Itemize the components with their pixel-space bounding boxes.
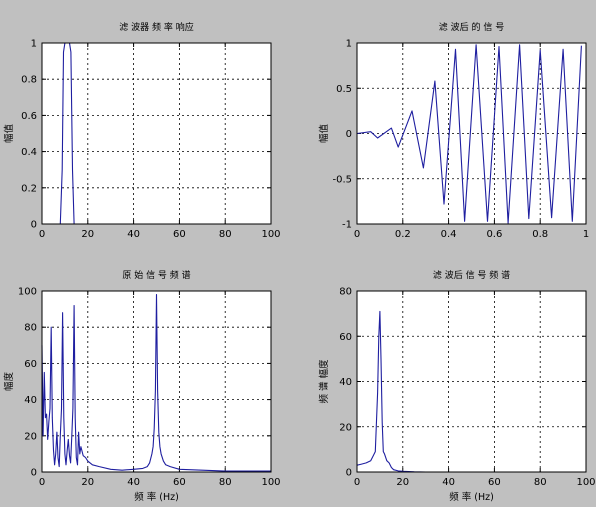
y-axis-label: 频 谱 幅度 bbox=[318, 359, 330, 404]
x-tick-label: 0 bbox=[39, 477, 45, 488]
axes-frame bbox=[356, 42, 587, 225]
x-tick-label: 1 bbox=[583, 229, 589, 240]
x-tick-label: 0.4 bbox=[441, 229, 457, 240]
chart-title: 滤 波后 信 号 频 谱 bbox=[433, 269, 510, 281]
x-tick-label: 100 bbox=[261, 477, 280, 488]
x-tick-label: 20 bbox=[396, 477, 409, 488]
y-tick-label: 100 bbox=[18, 287, 37, 298]
y-tick-label: 0 bbox=[346, 468, 352, 479]
y-tick-label: 0.2 bbox=[21, 183, 37, 194]
y-tick-label: 0 bbox=[346, 129, 352, 140]
x-tick-label: 80 bbox=[534, 477, 547, 488]
y-axis-label: 幅值 bbox=[3, 124, 15, 144]
y-tick-label: 0 bbox=[31, 468, 37, 479]
chart-title: 滤 波器 频 率 响应 bbox=[119, 21, 193, 33]
x-axis-label: 频 率 (Hz) bbox=[134, 491, 179, 503]
axes-frame bbox=[356, 290, 587, 473]
filtered-signal-axes: 0 0.2 0.4 0.6 0.8 1 -1 -0.5 0 0.5 1 滤 波后 的 信 号幅值 bbox=[318, 21, 589, 240]
x-tick-label: 80 bbox=[219, 477, 232, 488]
y-axis-label: 幅度 bbox=[3, 372, 15, 392]
chart-title: 原 始 信 号 频 谱 bbox=[122, 269, 190, 281]
y-tick-label: 0.4 bbox=[21, 147, 37, 158]
x-tick-label: 0.8 bbox=[532, 229, 548, 240]
x-tick-label: 0 bbox=[354, 229, 360, 240]
y-tick-label: 0.8 bbox=[21, 75, 37, 86]
axes-background bbox=[42, 43, 271, 224]
y-tick-label: 1 bbox=[31, 39, 37, 50]
x-tick-label: 0.2 bbox=[395, 229, 411, 240]
y-tick-label: 1 bbox=[346, 39, 352, 50]
y-tick-label: 0 bbox=[31, 220, 37, 231]
data-line bbox=[41, 294, 271, 472]
x-tick-label: 100 bbox=[261, 229, 280, 240]
y-axis-label: 幅值 bbox=[318, 124, 330, 144]
axes-frame bbox=[41, 42, 272, 225]
y-tick-label: 0.5 bbox=[336, 84, 352, 95]
x-tick-label: 80 bbox=[219, 229, 232, 240]
y-tick-label: 40 bbox=[339, 377, 352, 388]
data-line bbox=[356, 310, 586, 473]
axes-background bbox=[357, 43, 586, 224]
x-tick-label: 20 bbox=[81, 229, 94, 240]
original-spectrum-axes: 0 20 40 60 80 100 0 20 40 60 80 100 原 始 信 号 频 谱频 率 (… bbox=[3, 269, 281, 503]
x-tick-label: 40 bbox=[127, 229, 140, 240]
y-tick-label: 20 bbox=[24, 431, 37, 442]
x-tick-label: 0.6 bbox=[486, 229, 502, 240]
filtered-spectrum-axes: 0 20 40 60 80 100 0 20 40 60 80 滤 波后 信 号 频 谱频 率 (Hz… bbox=[318, 269, 596, 503]
y-tick-label: 80 bbox=[24, 323, 37, 334]
x-tick-label: 0 bbox=[39, 229, 45, 240]
data-line bbox=[356, 44, 582, 224]
axes-background bbox=[357, 291, 586, 472]
x-tick-label: 60 bbox=[488, 477, 501, 488]
y-tick-label: -0.5 bbox=[332, 174, 352, 185]
y-tick-label: 20 bbox=[339, 422, 352, 433]
chart-title: 滤 波后 的 信 号 bbox=[439, 21, 504, 33]
x-tick-label: 0 bbox=[354, 477, 360, 488]
x-tick-label: 20 bbox=[81, 477, 94, 488]
x-tick-label: 60 bbox=[173, 229, 186, 240]
x-tick-label: 100 bbox=[576, 477, 595, 488]
x-tick-label: 60 bbox=[173, 477, 186, 488]
x-axis-label: 频 率 (Hz) bbox=[449, 491, 494, 503]
y-tick-label: 60 bbox=[24, 359, 37, 370]
y-tick-label: 80 bbox=[339, 287, 352, 298]
x-tick-label: 40 bbox=[127, 477, 140, 488]
y-tick-label: -1 bbox=[342, 220, 352, 231]
axes-frame bbox=[41, 290, 272, 473]
y-tick-label: 0.6 bbox=[21, 111, 37, 122]
x-tick-label: 40 bbox=[442, 477, 455, 488]
y-tick-label: 60 bbox=[339, 332, 352, 343]
y-tick-label: 40 bbox=[24, 395, 37, 406]
